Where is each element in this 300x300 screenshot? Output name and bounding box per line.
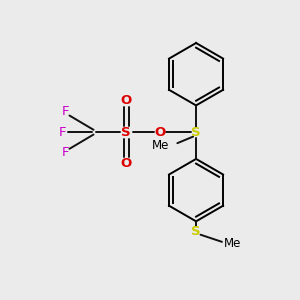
Text: F: F: [61, 146, 69, 160]
Text: S: S: [122, 126, 131, 139]
Text: O: O: [121, 157, 132, 170]
Text: Me: Me: [152, 139, 169, 152]
Text: O: O: [121, 94, 132, 107]
Text: S: S: [191, 225, 201, 238]
Text: Me: Me: [224, 237, 242, 250]
Text: S: S: [191, 126, 201, 139]
Text: O: O: [155, 126, 166, 139]
Text: F: F: [58, 126, 66, 139]
Text: F: F: [61, 105, 69, 118]
